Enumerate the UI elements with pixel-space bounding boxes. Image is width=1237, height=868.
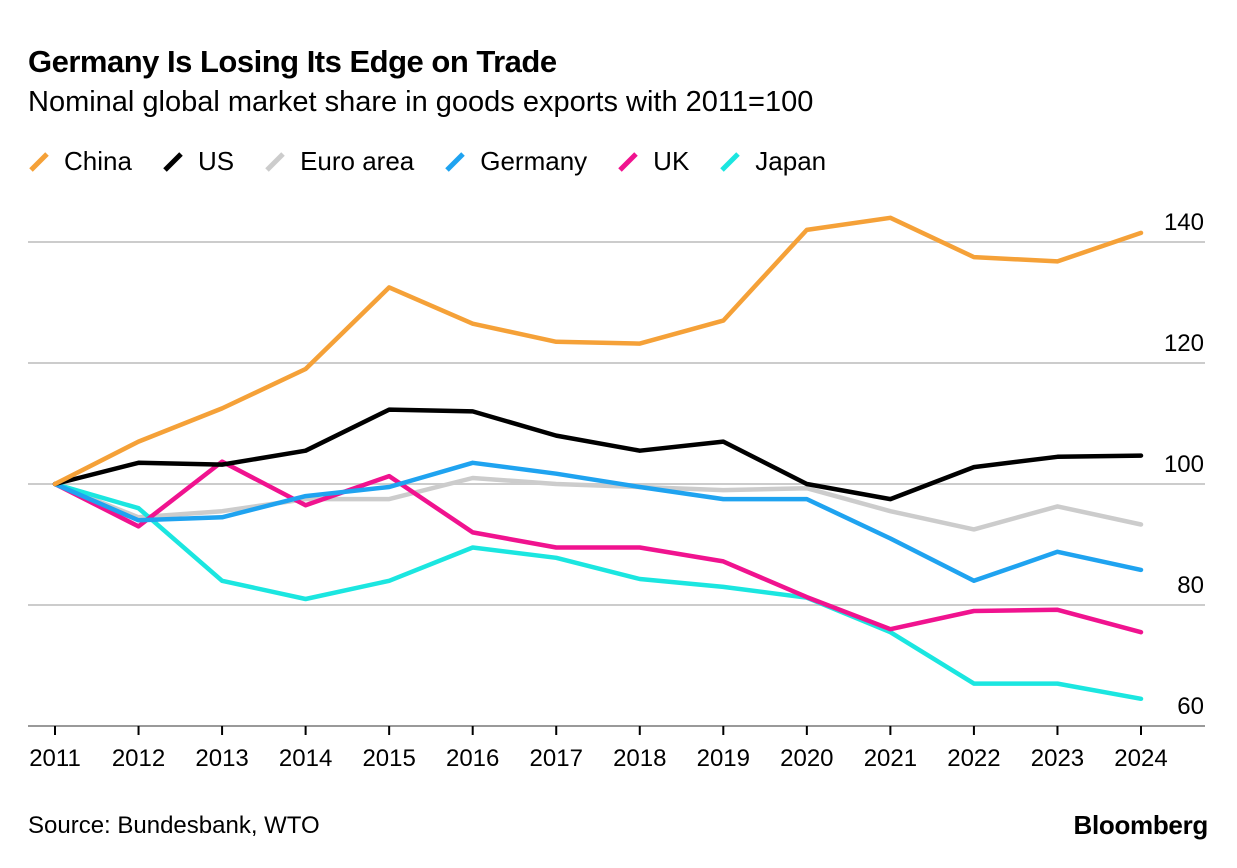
y-tick-label: 80	[1177, 572, 1204, 599]
legend-item-germany: Germany	[444, 146, 587, 177]
legend-item-china: China	[28, 146, 132, 177]
series-line-japan	[52, 481, 1144, 702]
legend-label: Japan	[755, 146, 827, 176]
legend-label: China	[64, 146, 132, 176]
legend-swatch	[720, 151, 741, 172]
legend-item-uk: UK	[617, 146, 689, 177]
line-chart: 60 80 100 120 140 2011 2012 2013 2014 2015 2016 201…	[28, 209, 1205, 772]
x-tick-label: 2016	[446, 745, 499, 772]
legend-label: US	[197, 146, 235, 176]
legend-swatch	[618, 151, 638, 172]
x-tick-label: 2019	[697, 745, 750, 772]
x-tick-label: 2014	[279, 745, 332, 772]
x-tick-label: 2013	[195, 745, 248, 772]
y-tick-label: 140	[1164, 209, 1204, 236]
chart-subtitle: Nominal global market share in goods exp…	[28, 86, 814, 118]
legend-label: UK	[653, 146, 690, 176]
series-line-germany	[52, 460, 1144, 584]
x-tick-label: 2023	[1031, 745, 1084, 772]
legend-item-japan: Japan	[719, 146, 826, 177]
series-line-uk	[52, 459, 1144, 635]
legend-label: Germany	[480, 146, 588, 176]
legend-item-euro-area: Euro area	[264, 146, 414, 177]
series-line-china	[52, 215, 1144, 487]
source-note: Source: Bundesbank, WTO	[28, 812, 320, 839]
x-tick-label: 2020	[780, 745, 833, 772]
x-tick-label: 2022	[947, 745, 1000, 772]
x-tick-label: 2024	[1114, 745, 1167, 772]
legend-swatch	[445, 151, 466, 172]
y-tick-label: 120	[1164, 330, 1204, 357]
y-tick-label: 100	[1164, 451, 1204, 478]
chart-title: Germany Is Losing Its Edge on Trade	[28, 44, 557, 79]
x-tick-label: 2021	[864, 745, 917, 772]
legend-label: Euro area	[300, 146, 415, 176]
series-line-us	[52, 407, 1144, 502]
x-tick-label: 2012	[112, 745, 165, 772]
x-tick-label: 2017	[530, 745, 583, 772]
legend-swatch	[163, 151, 183, 172]
x-tick-label: 2015	[362, 745, 415, 772]
chart-legend: China US Euro area Germany UK Japan	[28, 146, 856, 177]
x-tick-label: 2018	[613, 745, 666, 772]
brand-logo: Bloomberg	[1073, 810, 1208, 840]
x-tick-label: 2011	[29, 745, 81, 772]
legend-swatch	[29, 151, 49, 172]
legend-swatch	[265, 151, 285, 172]
series-line-euro-area	[52, 475, 1144, 532]
y-tick-label: 60	[1177, 693, 1204, 720]
legend-item-us: US	[162, 146, 234, 177]
